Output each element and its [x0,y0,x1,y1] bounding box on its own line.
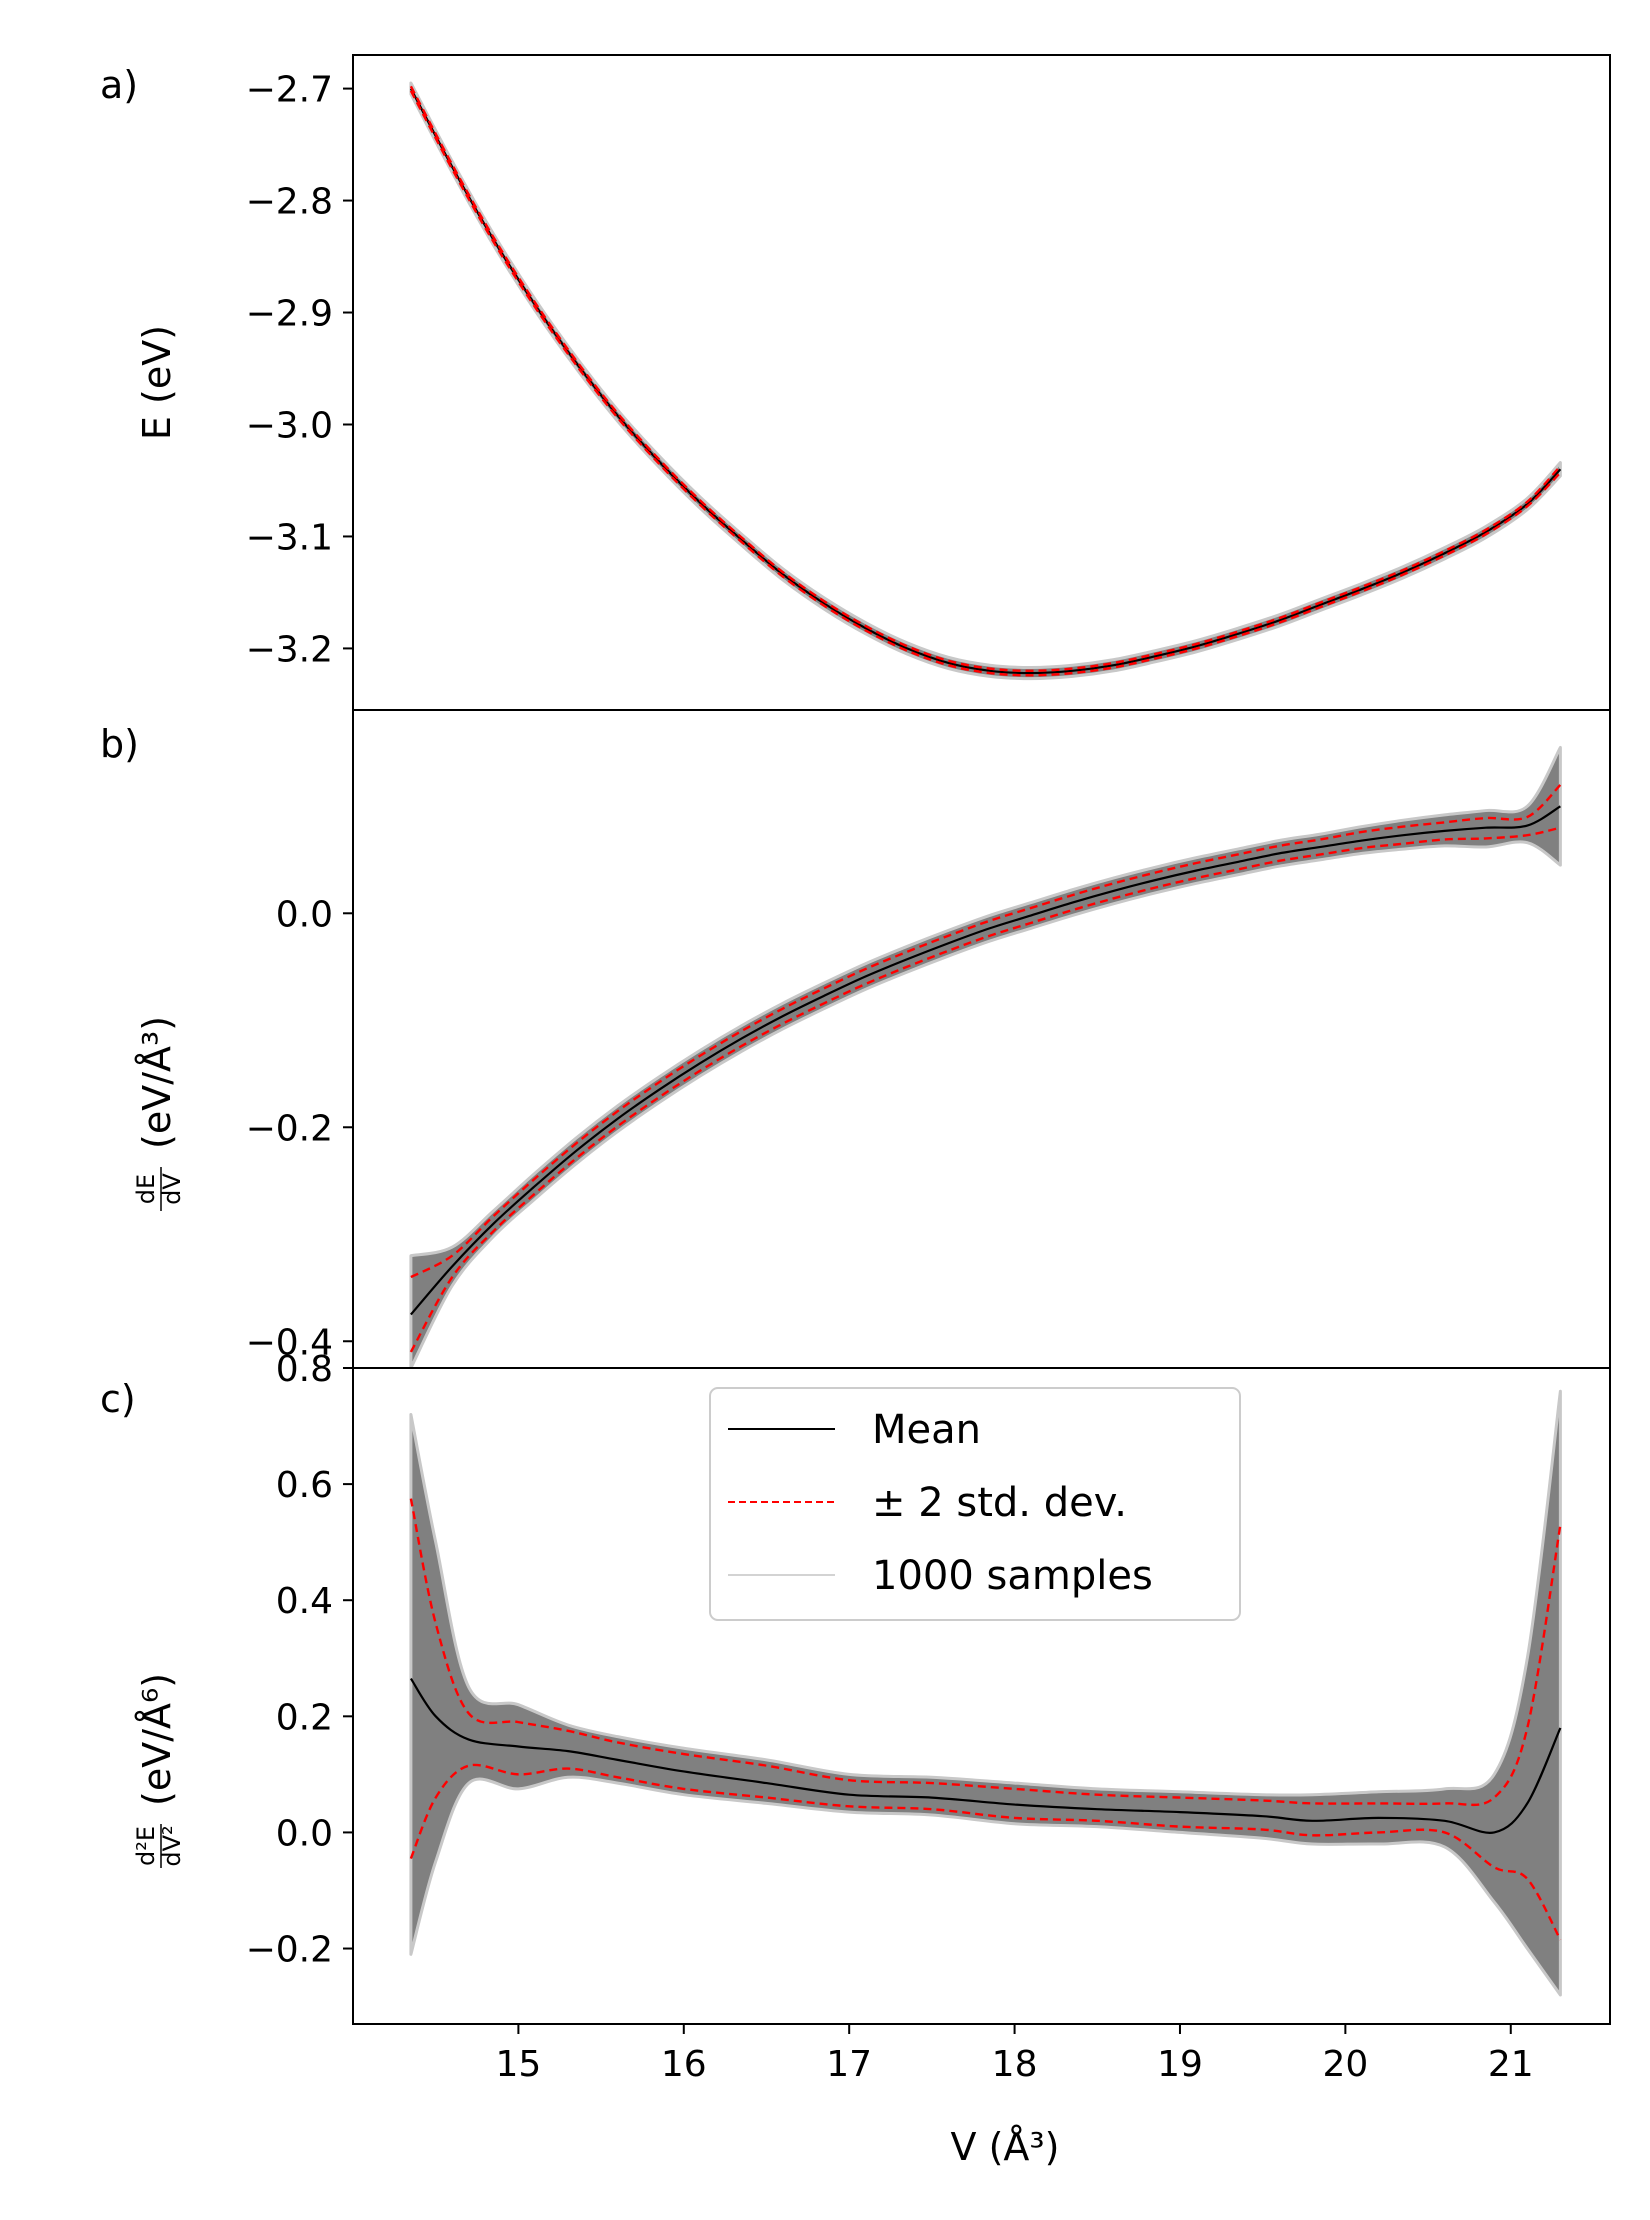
y-tick-label: −3.0 [246,405,333,446]
y-tick-label: −3.2 [246,629,333,670]
panel-letter: a) [100,63,138,107]
x-tick-label: 18 [992,2044,1038,2085]
legend-label-mean: Mean [872,1407,981,1453]
x-tick-label: 21 [1488,2044,1534,2085]
y-tick-label: −3.1 [246,517,333,558]
y-label-text: E (eV) [135,325,179,440]
y-tick-label: −2.9 [246,294,333,335]
y-label-numerator: dE [132,1174,160,1204]
x-tick-label: 15 [495,2044,541,2085]
y-tick-label: −2.8 [246,182,333,223]
legend-frame [709,1387,1241,1621]
std-lower-line [409,1763,1562,1941]
std-upper-line [409,1498,1562,1807]
y-tick-label: 0.0 [276,1813,333,1854]
panel-letter: b) [100,722,139,766]
panel-letter: c) [100,1377,136,1421]
y-tick-label: 0.0 [276,894,333,935]
x-tick-label: 19 [1157,2044,1203,2085]
std-upper-line [409,85,1562,673]
legend: Mean ± 2 std. dev. 1000 samples [709,1387,1241,1621]
y-tick-label: 0.4 [276,1581,333,1622]
legend-label-samples: 1000 samples [872,1553,1153,1599]
x-axis-ticks: 15 16 17 18 19 20 21 [495,2024,1534,2085]
y-tick-label: 0.8 [276,1349,333,1390]
samples-band [409,1389,1562,1997]
y-label-unit: (eV/Å³) [135,1016,179,1149]
y-tick-label: −0.2 [246,1108,333,1149]
plot-area [409,745,1562,1368]
plot-area [409,1389,1562,1997]
x-tick-label: 16 [661,2044,707,2085]
y-tick-label: 0.6 [276,1465,333,1506]
y-axis-label: E (eV) [135,325,179,440]
plot-area [409,81,1562,681]
samples-band [409,81,1562,681]
std-upper-line [410,784,1562,1279]
x-tick-label: 17 [826,2044,872,2085]
mean-line [409,1677,1562,1834]
panel-frame [352,54,1611,711]
panels: −2.7 −2.8 −2.9 −3.0 −3.1 −3.2 a) E (eV) 0.0 −0.2 −… [100,54,1611,2025]
y-label-numerator: d²E [132,1826,160,1866]
std-lower-line [409,826,1561,1353]
panel-frame [352,1367,1611,2025]
y-tick-label: 0.2 [276,1697,333,1738]
x-tick-label: 20 [1322,2044,1368,2085]
std-lower-line [409,90,1562,677]
x-axis-label: V (Å³) [951,2125,1060,2169]
legend-label-std: ± 2 std. dev. [872,1480,1127,1526]
y-label-unit: (eV/Å⁶) [135,1673,179,1806]
y-label-denominator: dV [158,1173,186,1205]
y-tick-label: −2.7 [246,70,333,111]
mean-line [410,805,1561,1316]
panel-a: −2.7 −2.8 −2.9 −3.0 −3.1 −3.2 a) E (eV) [100,54,1611,711]
samples-band [409,745,1562,1368]
y-tick-label: −0.2 [246,1930,333,1971]
panel-frame [352,709,1611,1369]
y-label-denominator: dV² [158,1825,186,1866]
mean-line [409,88,1562,675]
y-tick-label: −0.4 [246,1322,333,1363]
